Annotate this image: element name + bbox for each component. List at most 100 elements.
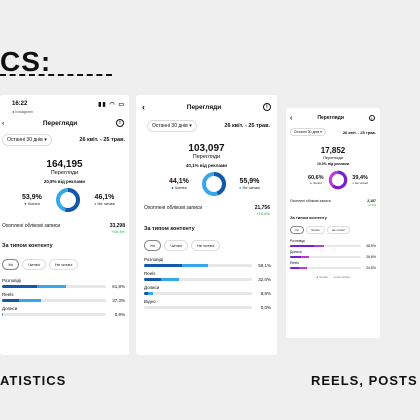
bar-label: Дописи [2, 306, 18, 311]
bar-row: Розповіді 59,1% [144, 257, 271, 268]
content-type-heading: За типом контенту [2, 243, 53, 249]
chevron-down-icon: ▾ [44, 137, 47, 143]
bar-fill-followers [144, 292, 148, 295]
bar-track [144, 292, 252, 295]
followers-dot: ● [310, 181, 312, 185]
followers-split: 44,1% ● Читачі 55,9% ● Не читачі [136, 168, 277, 197]
bar-fill-followers [2, 285, 38, 288]
wifi-icon: ◠ [109, 101, 116, 108]
donut-chart [55, 188, 80, 212]
bar-pct: 48,5% [366, 244, 376, 248]
info-icon[interactable]: i [263, 103, 271, 111]
chevron-down-icon: ▾ [189, 123, 192, 129]
header: ‹ Перегляди i [286, 108, 380, 122]
bar-fill-followers [2, 299, 20, 302]
period-select[interactable]: Останні 30 днів ▾ [290, 128, 326, 136]
chip-followers[interactable]: Читачі [305, 226, 325, 234]
legend-nonfollowers-dot: ● [333, 275, 336, 279]
status-time: 16:22 [12, 101, 28, 107]
bars-legend: ● Читачі ● Не читачі [316, 275, 350, 279]
bar-pct: 0,0% [260, 305, 271, 310]
nonfollowers-pct: 55,9% [239, 178, 260, 185]
donut-chart [201, 172, 226, 196]
bar-row: Дописи 8,8% [144, 285, 271, 296]
bar-row: Reels 32,0% [144, 271, 271, 282]
followers-dot: ● [171, 185, 174, 190]
back-arrow-icon[interactable]: ‹ [290, 114, 293, 122]
bar-fill-nonfollowers [298, 266, 308, 270]
nonfollowers-dot: ● [93, 201, 97, 206]
followers-pct: 53,9% [22, 194, 42, 201]
followers-split: 53,9% ● Читачі 46,1% ● Не читачі [0, 184, 129, 213]
bar-label: Дописи [290, 250, 302, 254]
bar-pct: 8,8% [260, 291, 271, 296]
views-total: 17,852 [320, 146, 346, 155]
legend-followers-dot: ● [316, 275, 319, 279]
caption-statistics: ATISTICS [0, 373, 67, 388]
bar-fill-followers [144, 264, 183, 267]
screen-views-small: ‹ Перегляди i Останні 30 днів ▾ 26 квіт.… [286, 108, 380, 338]
followers-pct: 60,6% [308, 175, 324, 181]
bar-pct: 0,9% [114, 312, 125, 317]
chip-all[interactable]: Усі [290, 226, 304, 234]
chip-nonfollowers[interactable]: Не читачі [190, 240, 221, 251]
chip-nonfollowers[interactable]: Не читачі [48, 259, 79, 270]
bar-label: Reels [2, 292, 14, 297]
header: ‹ Перегляди i [136, 95, 277, 113]
bar-row: Розповіді 48,5% [290, 239, 376, 248]
bar-track [290, 244, 361, 248]
donut-followers-arc [55, 188, 80, 212]
nonfollowers-pct: 39,4% [352, 175, 368, 181]
reached-row: Охоплені облікові записи 21,756 [136, 197, 277, 211]
content-type-bars: Розповіді 48,5% Дописи 26,8% Reels 24,5% [286, 234, 380, 270]
period-select[interactable]: Останні 30 днів ▾ [147, 120, 197, 132]
bar-fill-followers [290, 255, 302, 259]
chip-all[interactable]: Усі [2, 259, 20, 270]
period-select[interactable]: Останні 30 днів ▾ [2, 134, 52, 146]
chip-nonfollowers[interactable]: Не читачі [326, 226, 350, 234]
bar-track [290, 266, 361, 270]
views-total: 103,097 [188, 143, 225, 154]
followers-split: 60,6% ● Читачі 39,4% ● Не читачі [286, 166, 380, 190]
followers-dot: ● [24, 201, 27, 206]
bar-fill-followers [144, 278, 162, 281]
page-title: Перегляди [42, 119, 78, 127]
chip-followers[interactable]: Читачі [164, 240, 188, 251]
content-type-bars: Розповіді 59,1% Reels 32,0% Дописи 8,8% Відео 0… [136, 251, 277, 310]
views-total: 164,195 [46, 159, 83, 170]
nonfollowers-dot: ● [238, 185, 242, 190]
nonfollowers-dot: ● [352, 181, 355, 185]
chip-all[interactable]: Усі [144, 240, 162, 251]
bar-fill-nonfollowers [182, 264, 208, 267]
audience-filter: Усі Читачі Не читачі [136, 232, 277, 251]
bar-row: Дописи 26,8% [290, 250, 376, 259]
views-label: Перегляди [192, 154, 221, 160]
info-icon[interactable]: i [115, 119, 124, 127]
bar-pct: 32,0% [258, 277, 271, 282]
audience-filter: Усі Читачі Не читачі [0, 249, 129, 270]
back-to-app-link[interactable]: ◂ Instagram [12, 109, 33, 114]
bar-track [144, 306, 252, 309]
reached-value: 2,167 [367, 199, 376, 203]
content-type-heading: За типом контенту [144, 226, 195, 232]
back-arrow-icon[interactable]: ‹ [2, 119, 5, 127]
views-label: Перегляди [323, 155, 343, 160]
heading-fragment: CS: [0, 46, 52, 77]
chip-followers[interactable]: Читачі [22, 259, 46, 270]
page-title: Перегляди [186, 103, 222, 111]
back-arrow-icon[interactable]: ‹ [142, 102, 145, 112]
reached-change: +45.4% [111, 229, 125, 234]
reached-label: Охоплені облікові записи [144, 205, 203, 211]
info-icon[interactable]: i [368, 115, 375, 121]
bar-fill-nonfollowers [147, 292, 154, 295]
ads-share: 40,1% від реклами [185, 163, 228, 168]
bar-pct: 37,3% [112, 298, 125, 303]
reached-row: Охоплені облікові записи 33,298 [0, 213, 129, 229]
nonfollowers-pct: 46,1% [94, 194, 115, 201]
bar-pct: 59,1% [258, 263, 271, 268]
content-type-bars: Розповіді 61,8% Reels 37,3% Дописи 0,9% [0, 270, 129, 317]
bar-row: Розповіді 61,8% [2, 278, 125, 289]
bar-pct: 61,8% [112, 284, 125, 289]
bar-fill-followers [290, 244, 315, 248]
audience-filter: Усі Читачі Не читачі [286, 220, 380, 234]
